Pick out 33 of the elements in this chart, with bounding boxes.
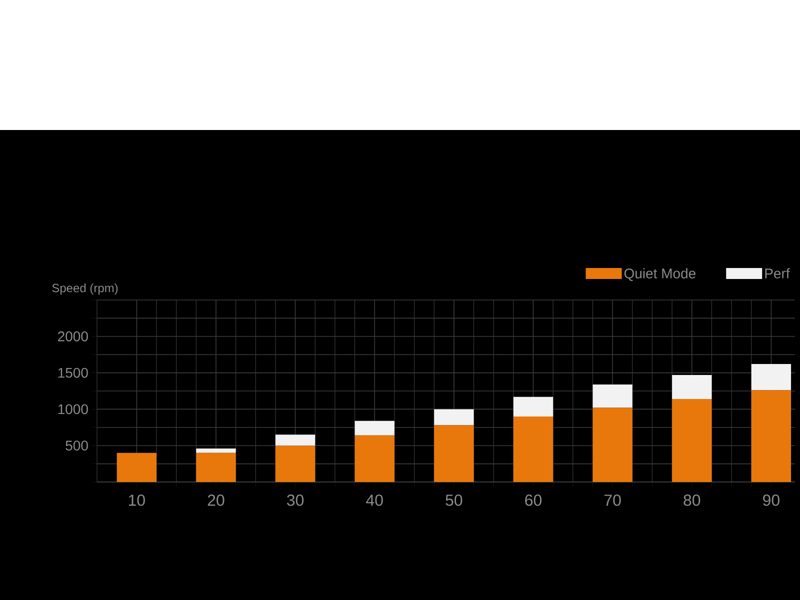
bar <box>354 420 394 436</box>
bar <box>513 396 554 416</box>
bar <box>751 364 792 390</box>
x-tick-label: 30 <box>287 494 304 506</box>
bar <box>592 384 632 408</box>
y-tick-label: 2000 <box>58 331 88 342</box>
y-axis-title: Speed (rpm) <box>52 283 118 295</box>
y-tick-label: 1500 <box>58 368 88 378</box>
bar <box>354 435 394 482</box>
bar <box>672 374 712 400</box>
bar <box>196 448 236 453</box>
x-tick-label: 60 <box>525 494 542 506</box>
legend-label: Perf <box>765 268 790 278</box>
y-tick-label: 500 <box>66 440 88 451</box>
bar <box>751 390 792 482</box>
bar <box>434 425 474 482</box>
x-tick-label: 70 <box>604 494 621 506</box>
x-tick-label: 90 <box>763 494 780 506</box>
bar <box>592 408 632 482</box>
bar <box>275 446 316 482</box>
bar <box>434 409 474 426</box>
legend-label: Quiet Mode <box>624 268 696 281</box>
bar <box>513 416 554 482</box>
bar <box>196 452 236 482</box>
x-tick-label: 50 <box>446 494 462 506</box>
bar <box>275 434 316 446</box>
x-tick-label: 40 <box>366 494 383 506</box>
y-tick-label: 1000 <box>58 404 88 414</box>
x-tick-label: 10 <box>128 494 145 506</box>
x-tick-label: 20 <box>208 494 224 506</box>
bar <box>672 399 712 482</box>
x-tick-label: 80 <box>684 494 700 506</box>
bar <box>116 452 156 482</box>
